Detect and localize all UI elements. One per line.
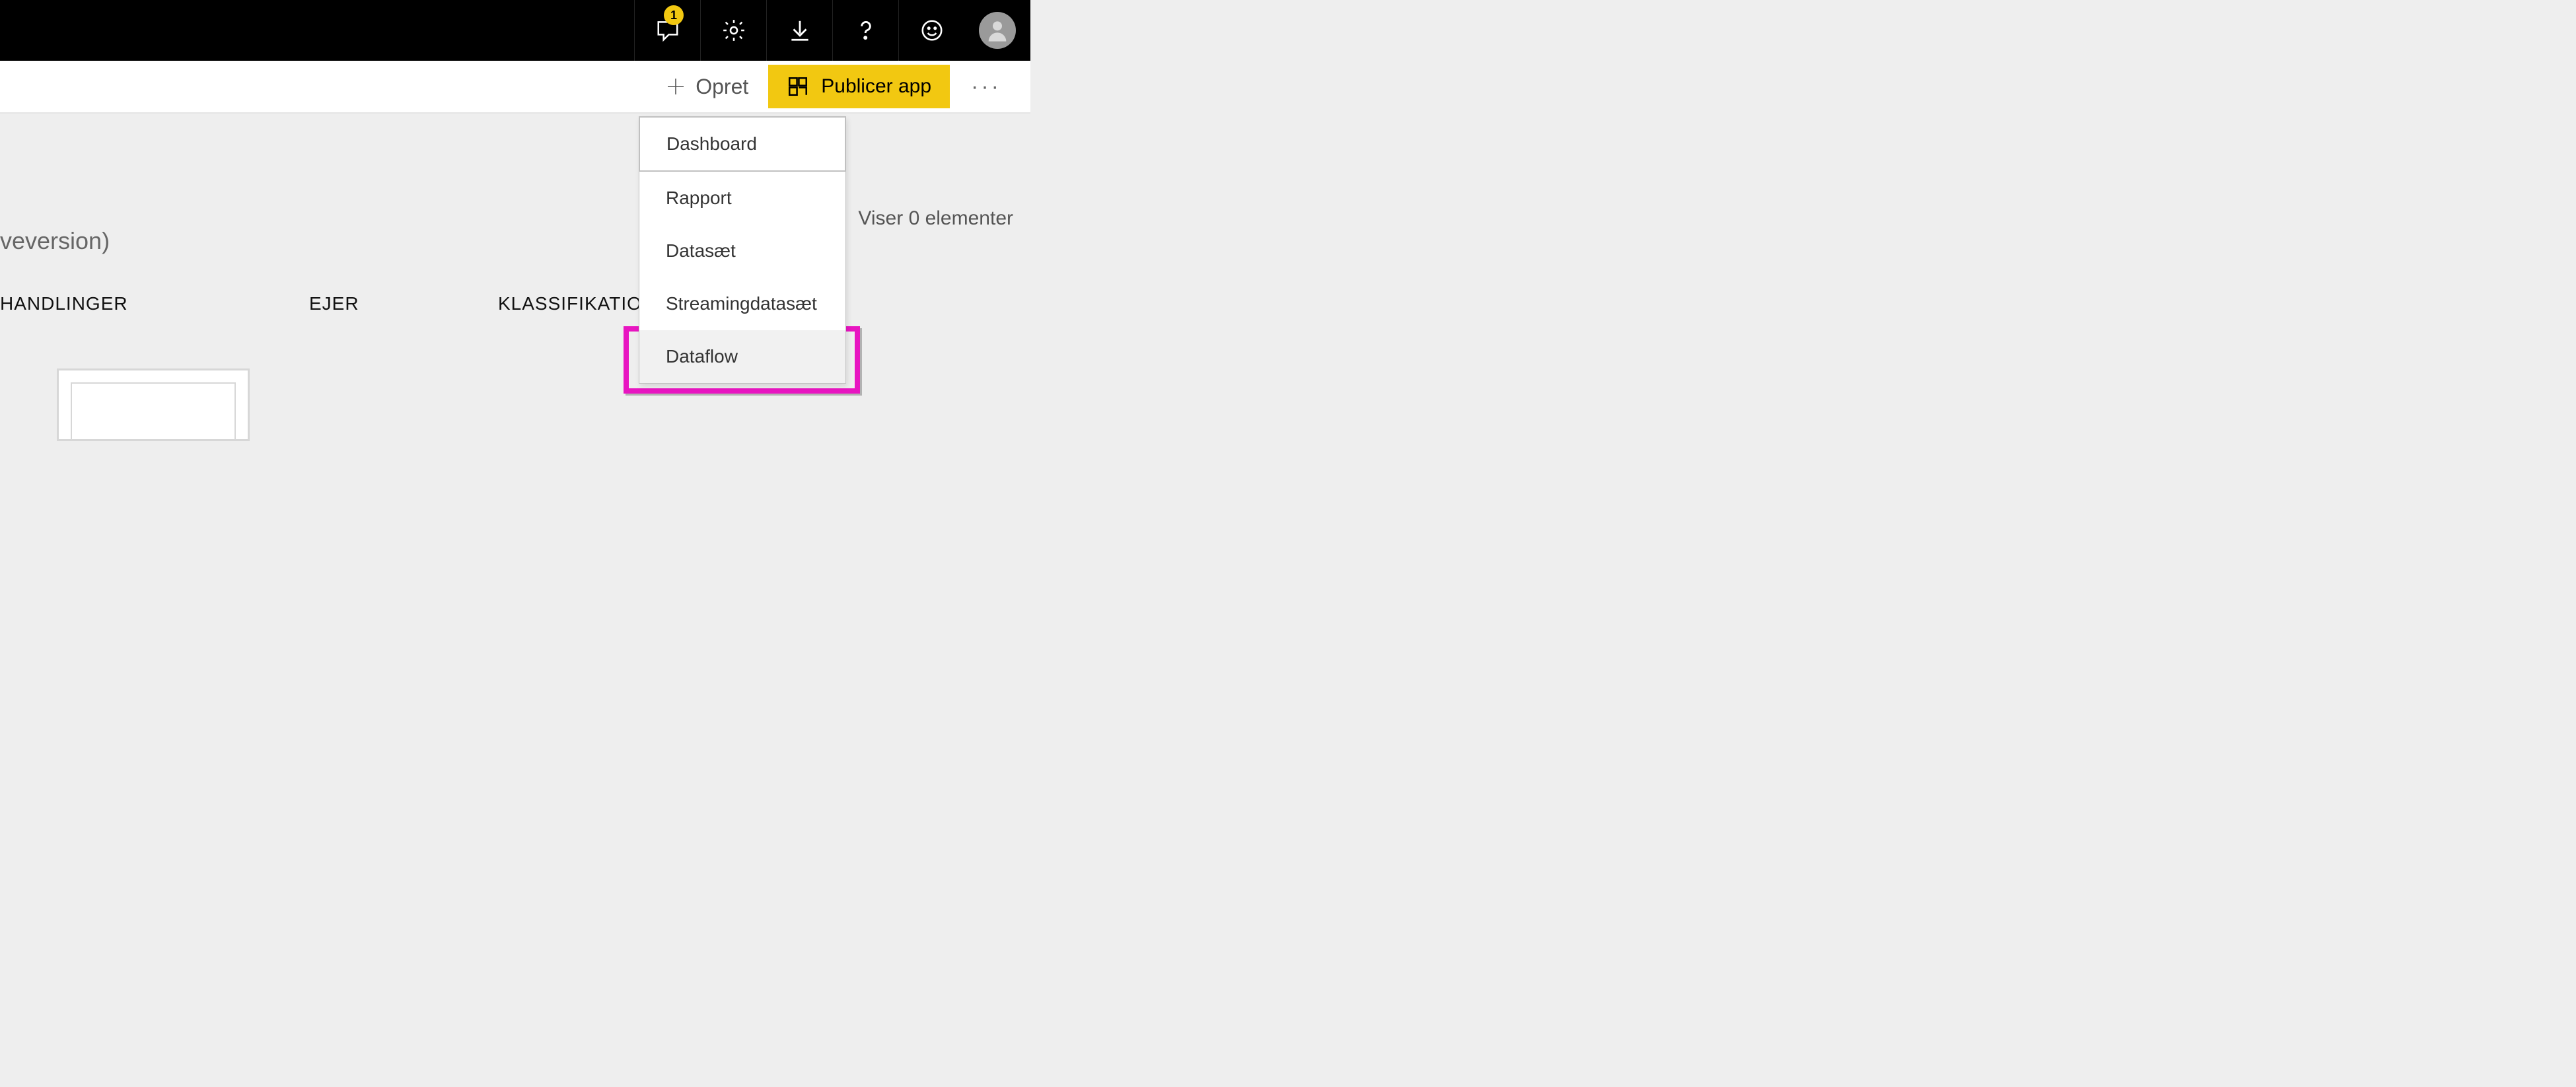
empty-state-card [57, 368, 250, 441]
menu-item-label: Streamingdatasæt [666, 293, 817, 314]
smiley-icon [919, 18, 945, 43]
gear-icon [721, 18, 746, 43]
publish-app-button[interactable]: Publicer app [768, 65, 950, 108]
ellipsis-icon: ··· [971, 74, 1001, 99]
column-header-actions[interactable]: HANDLINGER [0, 293, 128, 314]
account-button[interactable] [964, 0, 1030, 61]
create-menu-item-streaming-dataset[interactable]: Streamingdatasæt [639, 277, 845, 330]
create-menu: Dashboard Rapport Datasæt Streamingdatas… [639, 116, 846, 384]
person-icon [984, 17, 1011, 44]
more-actions-button[interactable]: ··· [962, 74, 1011, 100]
column-header-classification[interactable]: KLASSIFIKATION [498, 293, 656, 314]
menu-item-label: Rapport [666, 188, 732, 208]
empty-state-card-inner [71, 382, 236, 439]
create-menu-item-dataset[interactable]: Datasæt [639, 225, 845, 277]
notifications-button[interactable]: 1 [634, 0, 700, 61]
menu-item-label: Dataflow [666, 346, 738, 367]
create-menu-item-report[interactable]: Rapport [639, 172, 845, 225]
create-button[interactable]: Opret [657, 71, 756, 103]
avatar [979, 12, 1016, 49]
help-button[interactable] [832, 0, 898, 61]
question-icon [853, 18, 878, 43]
feedback-button[interactable] [898, 0, 964, 61]
notification-badge: 1 [664, 5, 684, 25]
menu-item-label: Datasæt [666, 240, 736, 261]
publish-app-label: Publicer app [821, 75, 931, 98]
settings-button[interactable] [700, 0, 766, 61]
app-icon [787, 75, 809, 98]
download-button[interactable] [766, 0, 832, 61]
workspace-action-bar: Opret Publicer app ··· [0, 61, 1030, 114]
create-menu-item-dataflow[interactable]: Dataflow [639, 330, 845, 383]
global-header: 1 [0, 0, 1030, 61]
menu-item-label: Dashboard [666, 133, 757, 154]
truncated-heading: veversion) [0, 227, 110, 255]
create-button-label: Opret [696, 75, 748, 99]
item-count-label: Viser 0 elementer [858, 207, 1013, 230]
download-icon [787, 18, 812, 43]
create-menu-item-dashboard[interactable]: Dashboard [639, 117, 845, 172]
column-header-owner[interactable]: EJER [309, 293, 359, 314]
plus-icon [665, 76, 686, 97]
